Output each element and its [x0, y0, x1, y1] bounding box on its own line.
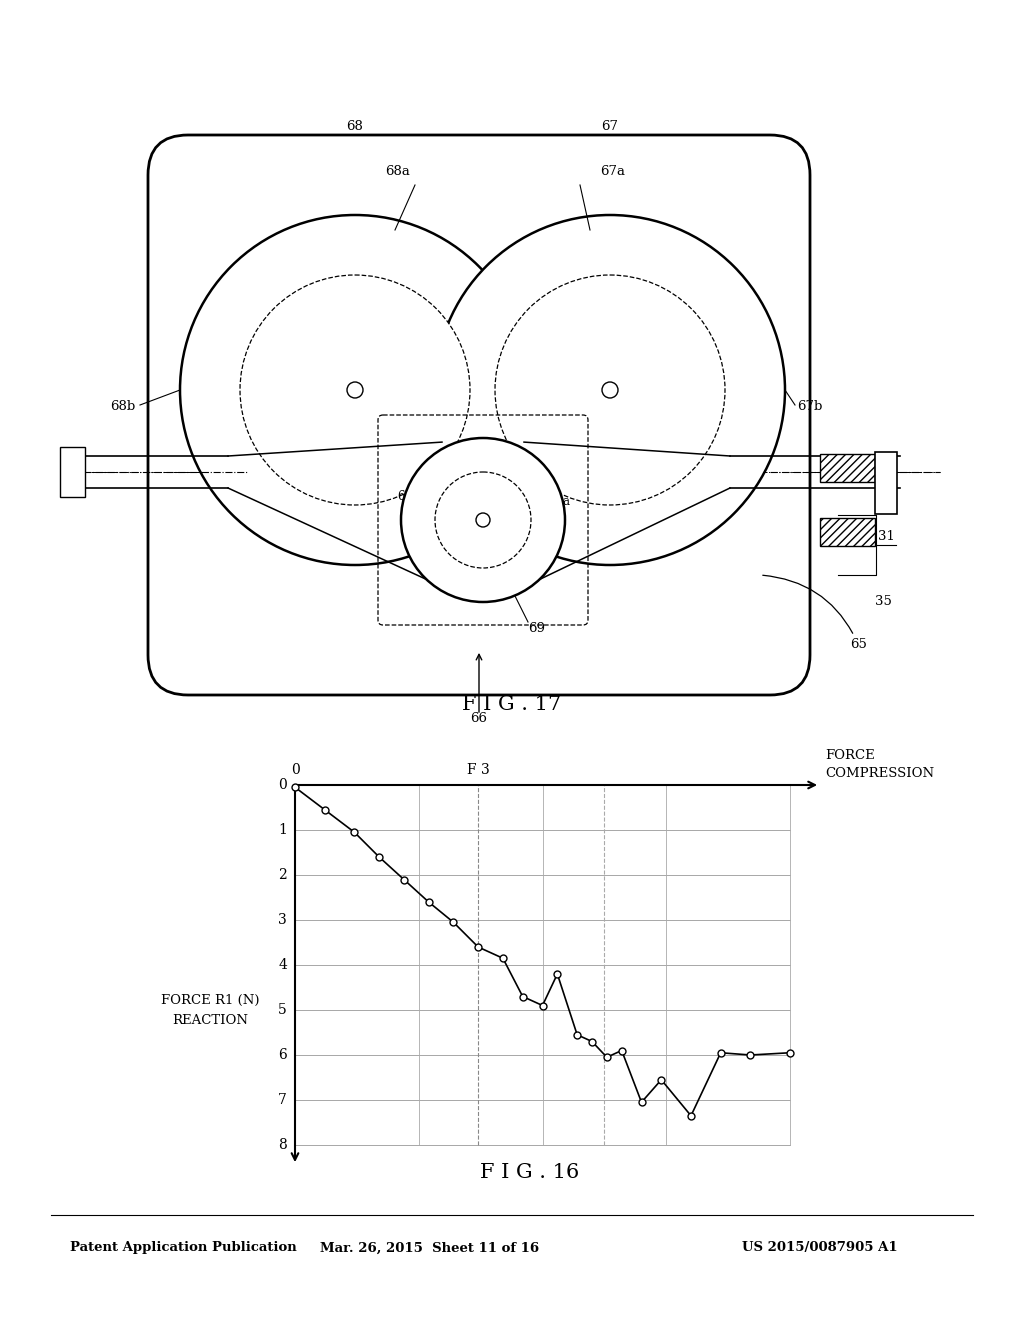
Text: 69a: 69a [397, 490, 419, 503]
Circle shape [347, 381, 362, 399]
Text: 2: 2 [279, 869, 287, 882]
Text: 8: 8 [279, 1138, 287, 1152]
Text: COMPRESSION: COMPRESSION [825, 767, 934, 780]
Text: 4: 4 [279, 958, 287, 972]
Bar [820, 454, 874, 482]
Text: F I G . 16: F I G . 16 [480, 1163, 580, 1181]
Bar [60, 447, 85, 498]
Text: 65: 65 [763, 576, 867, 652]
Circle shape [180, 215, 530, 565]
FancyBboxPatch shape [148, 135, 810, 696]
Text: REACTION: REACTION [172, 1014, 248, 1027]
Text: US 2015/0087905 A1: US 2015/0087905 A1 [742, 1242, 898, 1254]
Text: Patent Application Publication: Patent Application Publication [70, 1242, 297, 1254]
Text: 6: 6 [279, 1048, 287, 1063]
Circle shape [401, 438, 565, 602]
Circle shape [495, 275, 725, 506]
Text: F I G . 17: F I G . 17 [463, 696, 561, 714]
Text: 3: 3 [279, 913, 287, 927]
Circle shape [435, 215, 785, 565]
Text: 33: 33 [835, 531, 852, 543]
Text: Mar. 26, 2015  Sheet 11 of 16: Mar. 26, 2015 Sheet 11 of 16 [321, 1242, 540, 1254]
Circle shape [476, 513, 490, 527]
Text: 0: 0 [291, 763, 299, 777]
Circle shape [240, 275, 470, 506]
Text: 68a: 68a [385, 165, 410, 178]
Text: 68: 68 [346, 120, 364, 133]
Bar [820, 517, 874, 546]
Text: 66: 66 [470, 711, 487, 725]
Text: 67b: 67b [797, 400, 822, 413]
Text: FORCE R1 (N): FORCE R1 (N) [161, 994, 259, 1006]
Text: F 3: F 3 [467, 763, 489, 777]
Circle shape [435, 473, 531, 568]
Text: 31: 31 [878, 531, 895, 543]
Text: 7: 7 [279, 1093, 287, 1107]
Text: 67: 67 [601, 120, 618, 133]
Text: 1: 1 [279, 822, 287, 837]
Text: 68b: 68b [110, 400, 135, 413]
Text: 35: 35 [874, 595, 892, 609]
Text: 66a: 66a [548, 495, 570, 508]
Text: 0: 0 [279, 777, 287, 792]
Circle shape [602, 381, 618, 399]
Text: 69: 69 [528, 622, 545, 635]
Bar [874, 451, 897, 513]
Text: FORCE: FORCE [825, 748, 874, 762]
Text: 5: 5 [279, 1003, 287, 1016]
Text: 67a: 67a [600, 165, 625, 178]
